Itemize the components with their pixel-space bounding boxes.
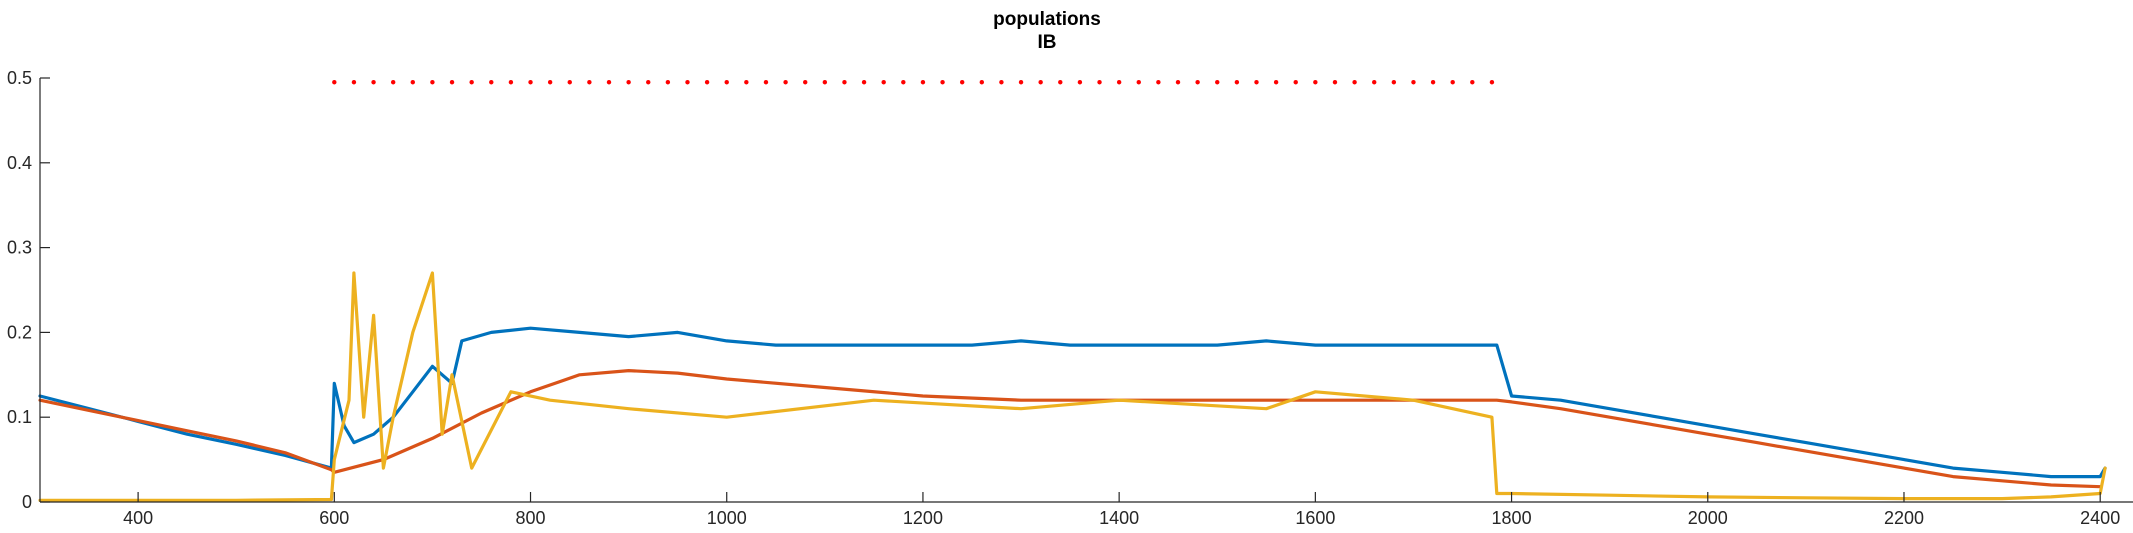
stimulus-marker [1038,80,1043,85]
stimulus-marker [1273,80,1279,85]
stimulus-marker [1156,80,1161,85]
stimulus-marker [606,80,612,85]
stimulus-marker [430,80,435,85]
stimulus-marker [1058,80,1063,85]
stimulus-marker [1136,80,1141,85]
stimulus-marker [920,80,926,85]
stimulus-marker [1254,80,1259,85]
x-tick-label: 1400 [1099,508,1139,528]
stimulus-marker [1018,80,1024,85]
stimulus-marker [1372,80,1377,85]
stimulus-markers [332,80,1495,85]
x-tick-label: 800 [515,508,545,528]
stimulus-marker [763,80,769,85]
stimulus-marker [1450,80,1455,85]
x-tick-label: 2400 [2080,508,2120,528]
y-ticks: 0 0.1 0.2 0.3 0.4 0.5 [7,68,50,512]
y-tick-label: 0.2 [7,322,32,342]
stimulus-marker [665,80,671,85]
stimulus-marker [449,80,455,85]
stimulus-marker [1332,80,1338,85]
stimulus-marker [724,80,729,85]
stimulus-marker [508,80,514,85]
stimulus-marker [1430,80,1436,85]
stimulus-marker [979,80,985,85]
stimulus-marker [1116,80,1122,85]
stimulus-marker [685,80,690,85]
stimulus-marker [842,80,847,85]
series-layer [38,271,2107,502]
y-tick-label: 0.1 [7,407,32,427]
stimulus-marker [547,80,553,85]
stimulus-marker [803,80,808,85]
stimulus-marker [351,80,357,85]
x-tick-label: 1800 [1492,508,1532,528]
chart-title-line-2: IB [1038,32,1057,53]
stimulus-marker [861,80,867,85]
x-ticks: 400 600 800 1000 1200 1400 1600 1800 2000 2200 240… [123,492,2120,528]
x-tick-label: 600 [319,508,349,528]
stimulus-marker [744,80,749,85]
stimulus-marker [1352,80,1357,85]
stimulus-marker [1391,80,1397,85]
y-tick-label: 0 [22,492,32,512]
stimulus-marker [1234,80,1240,85]
stimulus-marker [371,80,376,85]
stimulus-marker [332,80,337,85]
stimulus-marker [999,80,1004,85]
stimulus-marker [940,80,945,85]
x-tick-label: 1200 [903,508,943,528]
stimulus-marker [1175,80,1181,85]
stimulus-marker [901,80,906,85]
stimulus-marker [783,80,788,85]
stimulus-marker [1411,80,1416,85]
stimulus-marker [587,80,592,85]
stimulus-marker [1293,80,1298,85]
stimulus-marker [1313,80,1318,85]
x-tick-label: 400 [123,508,153,528]
stimulus-marker [567,80,572,85]
series-line-2 [38,369,2102,489]
stimulus-marker [822,80,828,85]
stimulus-marker [410,80,415,85]
series-line-1 [38,326,2107,479]
x-tick-label: 2000 [1688,508,1728,528]
stimulus-marker [469,80,474,85]
stimulus-marker [1077,80,1083,85]
stimulus-marker [626,80,631,85]
y-tick-label: 0.3 [7,238,32,258]
y-tick-label: 0.5 [7,68,32,88]
chart-title-line-1: populations [993,9,1101,30]
stimulus-marker [1195,80,1200,85]
stimulus-marker [1470,80,1475,85]
stimulus-marker [646,80,651,85]
stimulus-marker [704,80,710,85]
stimulus-marker [1097,80,1102,85]
x-tick-label: 1000 [707,508,747,528]
series-line-3 [38,271,2107,502]
stimulus-marker [528,80,533,85]
stimulus-marker [959,80,965,85]
stimulus-marker [489,80,494,85]
stimulus-marker [1215,80,1220,85]
x-tick-label: 1600 [1295,508,1335,528]
stimulus-marker [390,80,396,85]
stimulus-marker [881,80,886,85]
y-tick-label: 0.4 [7,153,32,173]
x-tick-label: 2200 [1884,508,1924,528]
stimulus-marker [1489,80,1495,85]
